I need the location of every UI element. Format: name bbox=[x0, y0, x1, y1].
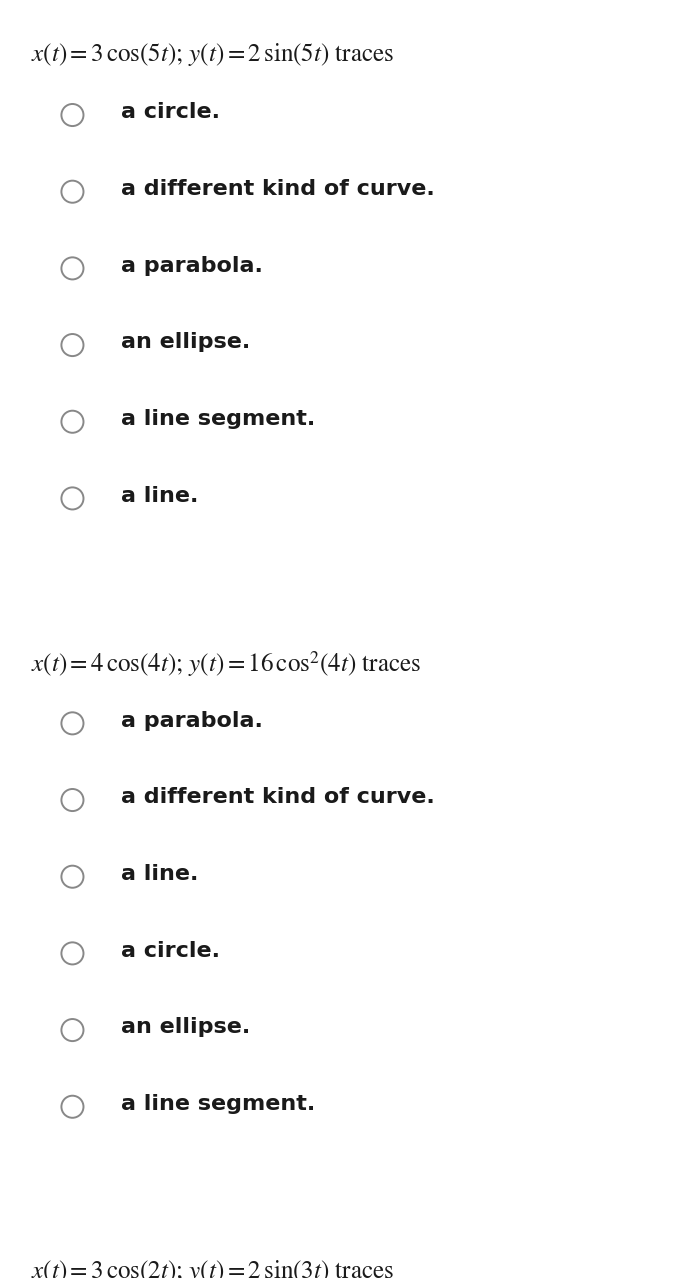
Ellipse shape bbox=[61, 180, 83, 203]
Text: a different kind of curve.: a different kind of curve. bbox=[121, 179, 435, 199]
Ellipse shape bbox=[61, 712, 83, 735]
Text: a parabola.: a parabola. bbox=[121, 256, 263, 276]
Text: an ellipse.: an ellipse. bbox=[121, 332, 250, 353]
Ellipse shape bbox=[61, 104, 83, 127]
Text: a line segment.: a line segment. bbox=[121, 409, 315, 429]
Ellipse shape bbox=[61, 487, 83, 510]
Ellipse shape bbox=[61, 1019, 83, 1042]
Ellipse shape bbox=[61, 1095, 83, 1118]
Text: a line segment.: a line segment. bbox=[121, 1094, 315, 1114]
Text: a line.: a line. bbox=[121, 864, 198, 884]
Ellipse shape bbox=[61, 257, 83, 280]
Text: a circle.: a circle. bbox=[121, 941, 219, 961]
Ellipse shape bbox=[61, 865, 83, 888]
Text: an ellipse.: an ellipse. bbox=[121, 1017, 250, 1038]
Ellipse shape bbox=[61, 942, 83, 965]
Text: $x(t) = 4\,\mathrm{cos}(4t)$; $y(t) = 16\,\mathrm{cos}^2(4t)$ traces: $x(t) = 4\,\mathrm{cos}(4t)$; $y(t) = 16… bbox=[31, 649, 421, 679]
Ellipse shape bbox=[61, 410, 83, 433]
Text: a circle.: a circle. bbox=[121, 102, 219, 123]
Ellipse shape bbox=[61, 334, 83, 357]
Text: $x(t) = 3\,\mathrm{cos}(5t)$; $y(t) = 2\,\mathrm{sin}(5t)$ traces: $x(t) = 3\,\mathrm{cos}(5t)$; $y(t) = 2\… bbox=[31, 41, 394, 68]
Text: $x(t) = 3\,\mathrm{cos}(2t)$; $y(t) = 2\,\mathrm{sin}(3t)$ traces: $x(t) = 3\,\mathrm{cos}(2t)$; $y(t) = 2\… bbox=[31, 1258, 394, 1278]
Text: a line.: a line. bbox=[121, 486, 198, 506]
Text: a parabola.: a parabola. bbox=[121, 711, 263, 731]
Text: a different kind of curve.: a different kind of curve. bbox=[121, 787, 435, 808]
Ellipse shape bbox=[61, 789, 83, 812]
